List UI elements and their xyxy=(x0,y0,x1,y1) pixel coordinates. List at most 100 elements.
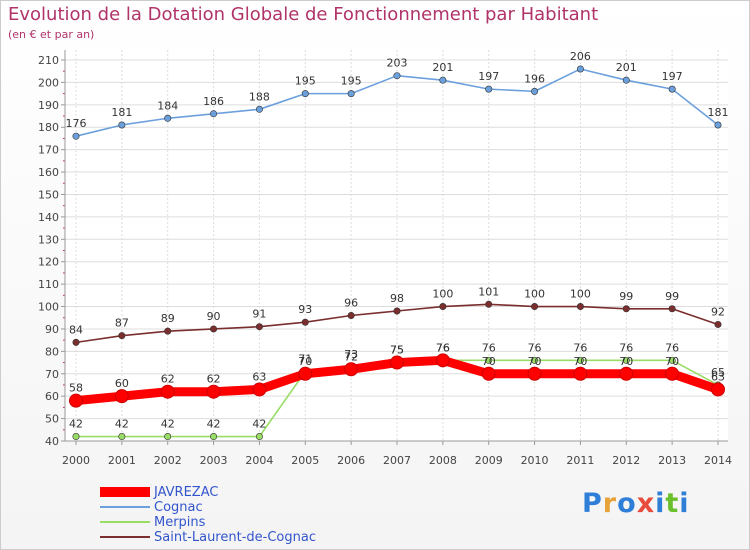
point-cognac-2007 xyxy=(393,72,401,80)
point-javrezac-2006 xyxy=(344,362,359,377)
data-label-saint-laurent-de-cognac-2005: 93 xyxy=(298,303,312,316)
data-label-merpins-2006: 73 xyxy=(344,348,358,361)
data-label-cognac-2014: 181 xyxy=(708,106,729,119)
point-merpins-2001 xyxy=(118,433,126,441)
point-javrezac-2010 xyxy=(527,366,542,381)
point-javrezac-2008 xyxy=(435,353,450,368)
data-label-saint-laurent-de-cognac-2006: 96 xyxy=(344,296,358,309)
data-label-saint-laurent-de-cognac-2014: 92 xyxy=(711,305,725,318)
data-label-merpins-2009: 76 xyxy=(482,341,496,354)
point-merpins-2011 xyxy=(576,356,584,364)
point-javrezac-2001 xyxy=(114,389,129,404)
point-javrezac-2012 xyxy=(619,366,634,381)
grid-layer xyxy=(65,50,728,442)
point-javrezac-2000 xyxy=(69,393,83,408)
point-merpins-2000 xyxy=(72,433,80,441)
data-label-javrezac-2008: 76 xyxy=(436,341,450,354)
x-tick-label-2000: 2000 xyxy=(62,454,90,467)
chart-title: Evolution de la Dotation Globale de Fonc… xyxy=(8,4,599,25)
y-tick-label-40: 40 xyxy=(45,435,59,448)
point-saint-laurent-de-cognac-2001 xyxy=(118,332,126,340)
data-label-merpins-2013: 76 xyxy=(665,341,679,354)
legend-swatch-saint-laurent-de-cognac xyxy=(100,536,150,538)
x-tick-label-2011: 2011 xyxy=(566,454,594,467)
point-saint-laurent-de-cognac-2014 xyxy=(714,320,722,328)
data-label-merpins-2007: 75 xyxy=(390,344,404,357)
point-saint-laurent-de-cognac-2013 xyxy=(668,305,676,313)
x-tick-label-2012: 2012 xyxy=(612,454,640,467)
legend-item-merpins: Merpins xyxy=(100,515,400,530)
logo-letter: r xyxy=(602,488,618,519)
point-cognac-2006 xyxy=(347,90,355,98)
y-tick-label-200: 200 xyxy=(38,76,59,89)
point-cognac-2012 xyxy=(622,76,630,84)
point-cognac-2010 xyxy=(531,87,539,95)
point-saint-laurent-de-cognac-2004 xyxy=(255,323,263,331)
data-label-saint-laurent-de-cognac-2009: 101 xyxy=(478,285,499,298)
point-saint-laurent-de-cognac-2002 xyxy=(164,327,172,335)
y-tick-label-90: 90 xyxy=(45,323,59,336)
point-cognac-2001 xyxy=(118,121,126,129)
data-label-cognac-2006: 195 xyxy=(341,75,362,88)
chart-subtitle: (en € et par an) xyxy=(8,28,95,41)
data-label-javrezac-2005: 70 xyxy=(298,355,312,368)
y-tick-label-190: 190 xyxy=(38,99,59,112)
data-label-saint-laurent-de-cognac-2004: 91 xyxy=(252,308,266,321)
point-saint-laurent-de-cognac-2003 xyxy=(210,325,218,333)
axis-layer: 40 50 60 70 80 90 100 110 120 130 140 150 160 170 180 1… xyxy=(38,50,732,467)
y-tick-label-170: 170 xyxy=(38,144,59,157)
point-cognac-2000 xyxy=(72,132,80,140)
point-merpins-2002 xyxy=(164,433,172,441)
data-label-cognac-2008: 201 xyxy=(432,61,453,74)
point-saint-laurent-de-cognac-2012 xyxy=(622,305,630,313)
point-saint-laurent-de-cognac-2006 xyxy=(347,311,355,319)
legend-item-saint-laurent-de-cognac: Saint-Laurent-de-Cognac xyxy=(100,530,400,545)
data-label-saint-laurent-de-cognac-2001: 87 xyxy=(115,317,129,330)
point-cognac-2002 xyxy=(164,114,172,122)
data-label-javrezac-2003: 62 xyxy=(207,373,221,386)
point-saint-laurent-de-cognac-2011 xyxy=(576,303,584,311)
point-javrezac-2013 xyxy=(665,366,680,381)
point-cognac-2003 xyxy=(210,110,218,118)
data-label-cognac-2004: 188 xyxy=(249,90,270,103)
x-tick-label-2006: 2006 xyxy=(337,454,365,467)
x-tick-label-2013: 2013 xyxy=(658,454,686,467)
logo-letter: i xyxy=(655,488,666,519)
proxiti-logo: Proxiti xyxy=(582,488,690,519)
label-layer: 176 181 184 186 188 195 195 203 201 197 196 206 201 1… xyxy=(66,50,729,431)
point-cognac-2009 xyxy=(485,85,493,93)
point-cognac-2014 xyxy=(714,121,722,129)
data-label-saint-laurent-de-cognac-2000: 84 xyxy=(69,323,83,336)
y-tick-label-80: 80 xyxy=(45,345,59,358)
point-cognac-2005 xyxy=(301,90,309,98)
data-label-saint-laurent-de-cognac-2002: 89 xyxy=(161,312,175,325)
data-label-merpins-2010: 76 xyxy=(528,341,542,354)
data-label-merpins-2002: 42 xyxy=(161,418,175,431)
point-merpins-2003 xyxy=(210,433,218,441)
y-tick-label-50: 50 xyxy=(45,413,59,426)
data-label-saint-laurent-de-cognac-2012: 99 xyxy=(619,290,633,303)
x-tick-label-2008: 2008 xyxy=(429,454,457,467)
point-merpins-2009 xyxy=(485,356,493,364)
logo-letter: x xyxy=(636,488,656,519)
point-merpins-2013 xyxy=(668,356,676,364)
logo-letter: i xyxy=(679,488,690,519)
data-label-merpins-2001: 42 xyxy=(115,418,129,431)
point-javrezac-2007 xyxy=(390,355,404,370)
legend-item-cognac: Cognac xyxy=(100,500,400,515)
legend-label-cognac: Cognac xyxy=(154,500,203,515)
point-saint-laurent-de-cognac-2000 xyxy=(72,338,80,346)
legend: JAVREZAC Cognac Merpins Saint-Laurent-de-Co… xyxy=(100,485,400,545)
point-merpins-2004 xyxy=(255,433,263,441)
point-saint-laurent-de-cognac-2010 xyxy=(531,303,539,311)
data-label-merpins-2014: 65 xyxy=(711,366,725,379)
y-tick-label-70: 70 xyxy=(45,368,59,381)
legend-label-javrezac: JAVREZAC xyxy=(154,485,219,500)
data-label-saint-laurent-de-cognac-2011: 100 xyxy=(570,288,591,301)
point-cognac-2011 xyxy=(576,65,584,73)
point-javrezac-2014 xyxy=(711,382,725,397)
data-label-javrezac-2001: 60 xyxy=(115,377,129,390)
data-label-merpins-2003: 42 xyxy=(207,418,221,431)
data-label-javrezac-2002: 62 xyxy=(161,373,175,386)
